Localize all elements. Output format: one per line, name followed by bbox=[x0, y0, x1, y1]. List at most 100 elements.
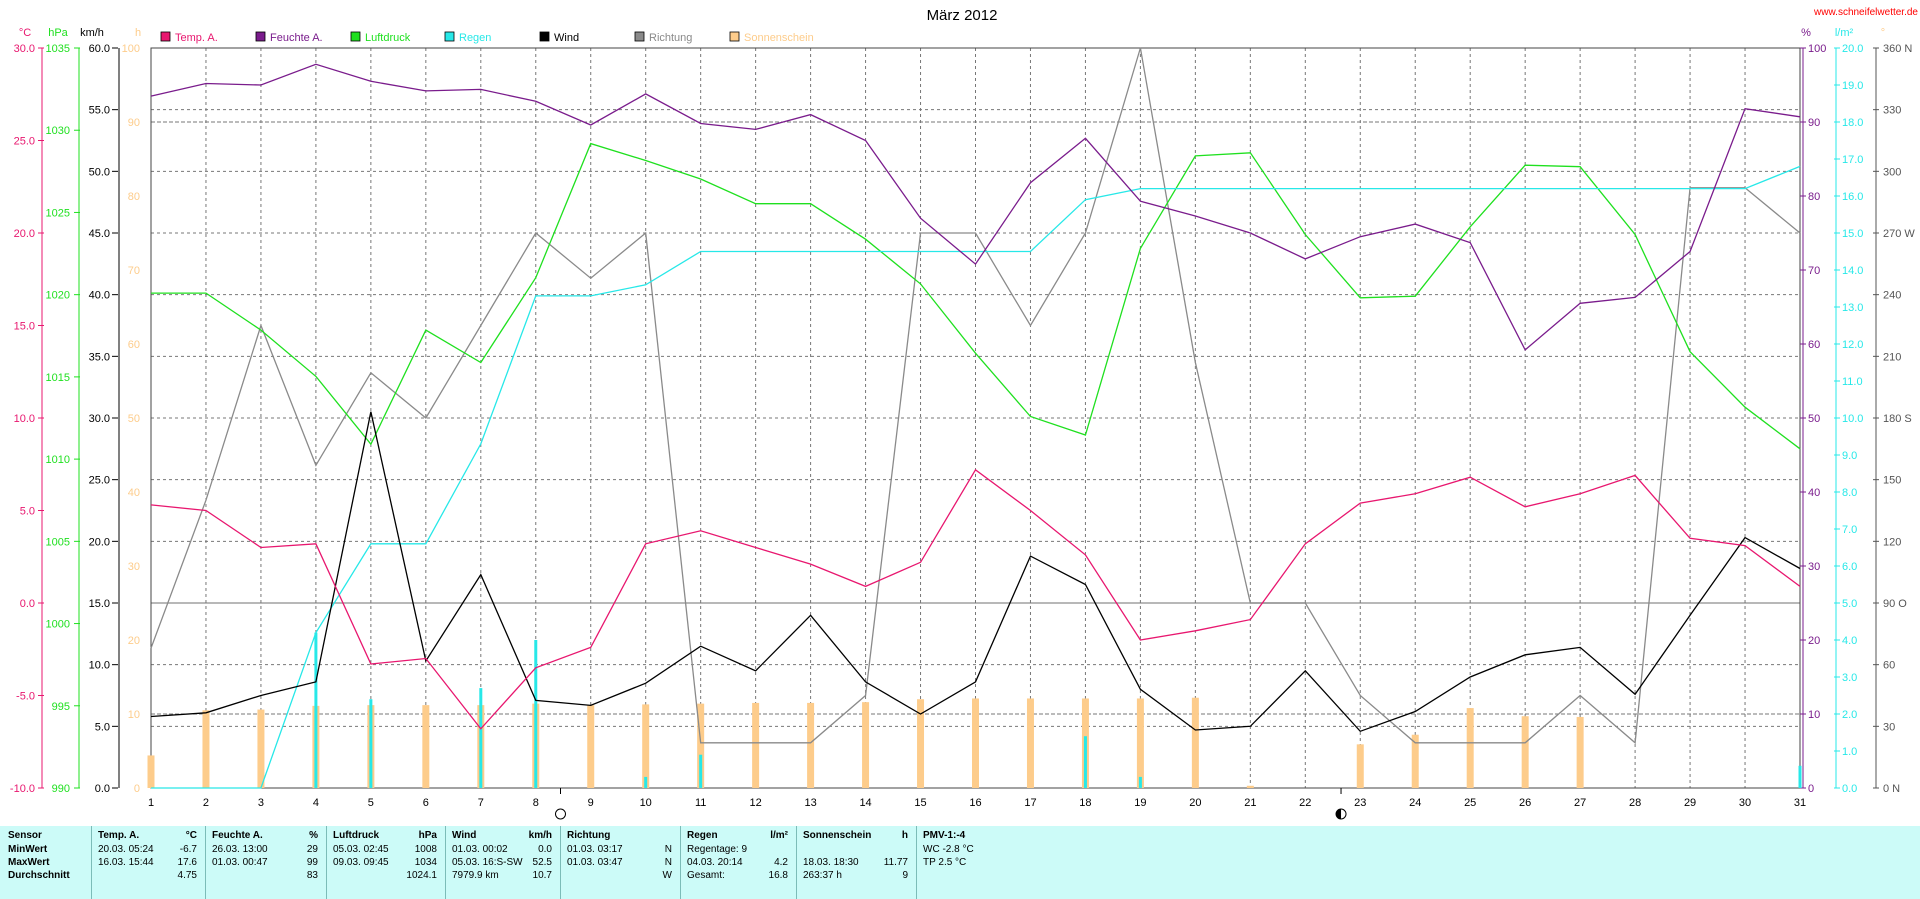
direction-tick-label: 90 O bbox=[1883, 598, 1907, 610]
direction-tick-label: 330 bbox=[1883, 105, 1901, 117]
legend-swatch-temp bbox=[160, 31, 171, 42]
pressure-tick-label: 990 bbox=[52, 783, 70, 795]
sunshine-bar bbox=[1246, 785, 1254, 788]
direction-tick-label: 180 S bbox=[1883, 413, 1912, 425]
temp-tick-label: 20.0 bbox=[14, 228, 35, 240]
rain-tick-label: 12.0 bbox=[1842, 339, 1863, 351]
stats-cell-value: 9 bbox=[902, 870, 908, 881]
stats-cell-value: 4.75 bbox=[177, 870, 197, 881]
stats-cell-value: 1034 bbox=[414, 857, 437, 868]
legend-label-temp: Temp. A. bbox=[175, 32, 218, 44]
pressure-unit-label: hPa bbox=[48, 27, 68, 39]
x-tick-label: 5 bbox=[368, 797, 374, 809]
sunshine-bar bbox=[642, 704, 650, 788]
stats-column-title: Luftdruck bbox=[333, 830, 380, 841]
sunshine-bar bbox=[1576, 716, 1584, 788]
temp-tick-label: -10.0 bbox=[10, 783, 35, 795]
stats-cell-value: 10.7 bbox=[532, 870, 552, 881]
rain-tick-label: 8.0 bbox=[1842, 487, 1857, 499]
humidity-tick-label: 40 bbox=[1808, 487, 1820, 499]
x-tick-label: 13 bbox=[804, 797, 816, 809]
sunshine-tick-label: 40 bbox=[128, 487, 140, 499]
x-tick-label: 16 bbox=[969, 797, 981, 809]
pressure-tick-label: 1015 bbox=[46, 372, 70, 384]
wind-line bbox=[150, 411, 1801, 733]
stats-cell-value: W bbox=[662, 870, 672, 881]
sunshine-bar bbox=[917, 699, 925, 788]
source-url: www.schneifelwetter.de bbox=[1813, 7, 1918, 18]
sunshine-tick-label: 100 bbox=[122, 43, 140, 55]
sunshine-bar bbox=[587, 705, 595, 788]
sunshine-bar bbox=[1026, 698, 1034, 788]
rain-tick-label: 17.0 bbox=[1842, 154, 1863, 166]
temp-tick-label: 10.0 bbox=[14, 413, 35, 425]
x-tick-label: 9 bbox=[588, 797, 594, 809]
legend-label-humidity: Feuchte A. bbox=[270, 32, 323, 44]
x-tick-label: 26 bbox=[1519, 797, 1531, 809]
x-tick-label: 6 bbox=[423, 797, 429, 809]
rain-unit-label: l/m² bbox=[1835, 27, 1854, 39]
stats-column-unit: °C bbox=[185, 830, 197, 841]
rain-spike bbox=[479, 688, 483, 788]
legend-label-sunshine: Sonnenschein bbox=[744, 32, 814, 44]
stats-cell-label: WC -2.8 °C bbox=[923, 844, 974, 855]
stats-column-wind: Wind km/h 01.03. 00:02 0.0 05.03. 16:S-SW 52.… bbox=[445, 826, 560, 899]
stats-column-direction: Richtung 01.03. 03:17 N 01.03. 03:47 N W bbox=[560, 826, 680, 899]
stats-column-pmv: PMV-1:-4 WC -2.8 °C TP 2.5 °C bbox=[916, 826, 1066, 899]
x-tick-label: 3 bbox=[258, 797, 264, 809]
legend: Temp. A. Feuchte A. Luftdruck Regen Wind Rich… bbox=[160, 31, 814, 44]
sunshine-tick-label: 20 bbox=[128, 635, 140, 647]
humidity-unit-label: % bbox=[1801, 27, 1811, 39]
x-tick-label: 14 bbox=[859, 797, 871, 809]
pressure-line bbox=[151, 142, 1801, 450]
x-tick-label: 30 bbox=[1739, 797, 1751, 809]
humidity-tick-label: 100 bbox=[1808, 43, 1826, 55]
rain-tick-label: 6.0 bbox=[1842, 561, 1857, 573]
x-tick-label: 18 bbox=[1079, 797, 1091, 809]
direction-tick-label: 150 bbox=[1883, 475, 1901, 487]
stats-cell-label: Regentage: 9 bbox=[687, 844, 748, 855]
new-moon-half bbox=[1336, 809, 1342, 819]
wind-tick-label: 45.0 bbox=[89, 228, 110, 240]
rain-tick-label: 2.0 bbox=[1842, 709, 1857, 721]
stats-cell-label: 7979.9 km bbox=[452, 870, 499, 881]
stats-cell-label: 09.03. 09:45 bbox=[333, 857, 389, 868]
x-tick-label: 22 bbox=[1299, 797, 1311, 809]
stats-column-title: PMV-1:-4 bbox=[923, 830, 966, 841]
direction-tick-label: 120 bbox=[1883, 536, 1901, 548]
sunshine-tick-label: 60 bbox=[128, 339, 140, 351]
sunshine-bar bbox=[422, 705, 430, 788]
stats-cell-value: 52.5 bbox=[532, 857, 552, 868]
sunshine-bar bbox=[1521, 716, 1529, 788]
legend-swatch-wind bbox=[539, 31, 550, 42]
wind-tick-label: 25.0 bbox=[89, 475, 110, 487]
sunshine-bar bbox=[807, 702, 815, 788]
x-tick-label: 28 bbox=[1629, 797, 1641, 809]
direction-tick-label: 30 bbox=[1883, 721, 1895, 733]
sunshine-bar bbox=[752, 702, 760, 788]
stats-column-pressure: Luftdruck hPa 05.03. 02:45 1008 09.03. 09:45… bbox=[326, 826, 445, 899]
wind-tick-label: 30.0 bbox=[89, 413, 110, 425]
sunshine-bar bbox=[1191, 697, 1199, 788]
wind-tick-label: 55.0 bbox=[89, 105, 110, 117]
direction-tick-label: 300 bbox=[1883, 166, 1901, 178]
stats-column-humidity: Feuchte A.% 26.03. 13:00 29 01.03. 00:47 99 8… bbox=[205, 826, 326, 899]
rain-tick-label: 4.0 bbox=[1842, 635, 1857, 647]
temp-tick-label: 5.0 bbox=[20, 506, 35, 518]
rain-tick-label: 13.0 bbox=[1842, 302, 1863, 314]
sunshine-bar bbox=[972, 698, 979, 788]
stats-column-rain: Regen l/m² Regentage: 9 04.03. 20:14 4.2 Gesa… bbox=[680, 826, 796, 899]
stats-cell-label: 05.03. 16:S-SW bbox=[452, 857, 523, 868]
stats-cell-label: 16.03. 15:44 bbox=[98, 857, 154, 868]
rain-tick-label: 14.0 bbox=[1842, 265, 1863, 277]
pressure-tick-label: 1000 bbox=[46, 619, 70, 631]
legend-label-rain: Regen bbox=[459, 32, 491, 44]
sunshine-tick-label: 30 bbox=[128, 561, 140, 573]
humidity-tick-label: 90 bbox=[1808, 117, 1820, 129]
stats-cell-value: N bbox=[664, 844, 672, 855]
x-tick-label: 23 bbox=[1354, 797, 1366, 809]
sunshine-unit-label: h bbox=[135, 27, 141, 39]
sunshine-bar bbox=[1411, 734, 1419, 788]
stats-row-label: MinWert bbox=[8, 844, 48, 855]
rain-tick-label: 7.0 bbox=[1842, 524, 1857, 536]
